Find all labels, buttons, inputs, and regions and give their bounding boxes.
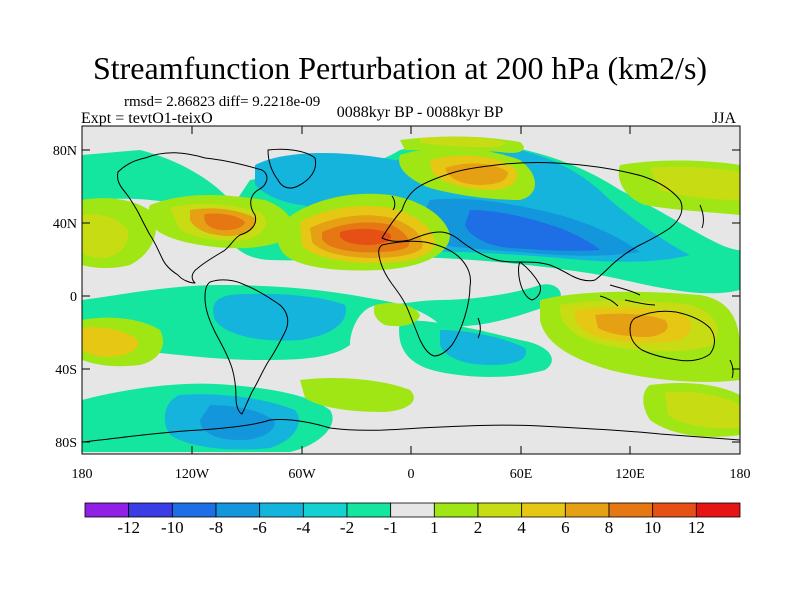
experiment-label: Expt = tevtO1-teixO — [81, 110, 213, 127]
colorbar-label-6: -1 — [384, 518, 398, 537]
arctic-positive-mid — [420, 137, 505, 148]
coast-north-america — [117, 152, 268, 284]
stats-label: rmsd= 2.86823 diff= 9.2218e-09 — [124, 94, 321, 110]
lon-label-120w: 120W — [175, 467, 210, 482]
lat-label-80s: 80S — [55, 436, 77, 451]
coast-uk — [391, 195, 396, 211]
colorbar-box-2 — [171, 502, 217, 518]
colorbar-box-12 — [608, 502, 654, 518]
colorbar-label-10: 6 — [561, 518, 570, 537]
coast-south-america — [204, 279, 289, 415]
west-african-positive — [373, 303, 420, 327]
lon-label-60w: 60W — [288, 467, 316, 482]
lon-label-180e: 180 — [730, 467, 751, 482]
colorbar-box-11 — [564, 502, 610, 518]
colorbar-label-5: -2 — [340, 518, 354, 537]
colorbar-label-0: -12 — [117, 518, 140, 537]
colorbar-label-12: 10 — [644, 518, 661, 537]
asia-negative-deep — [465, 210, 600, 251]
colorbar-box-10 — [521, 502, 566, 518]
colorbar-box-8 — [433, 502, 479, 518]
lat-labels: 80N 40N 0 40S 80S — [53, 144, 77, 451]
positive-anomalies — [82, 136, 740, 437]
europe-negative — [255, 153, 396, 207]
coast-eurasia — [381, 162, 683, 282]
na-positive-peak — [204, 213, 245, 231]
colorbar-label-3: -6 — [253, 518, 267, 537]
coast-australia — [629, 310, 715, 362]
coast-africa — [378, 240, 471, 357]
colorbar-label-4: -4 — [296, 518, 311, 537]
tropical-sa-negative-core — [213, 293, 346, 341]
colorbar-label-2: -8 — [209, 518, 223, 537]
colorbar-box-13 — [652, 502, 697, 518]
coast-india — [518, 261, 541, 301]
colorbar-label-8: 2 — [474, 518, 483, 537]
lon-label-120e: 120E — [615, 467, 645, 482]
contour-field — [82, 126, 740, 454]
lon-labels: 180 120W 60W 0 60E 120E 180 — [72, 467, 751, 482]
colorbar-label-1: -10 — [161, 518, 184, 537]
coast-greenland — [267, 148, 317, 189]
colorbar-labels: -12 -10 -8 -6 -4 -2 -1 1 2 4 6 8 10 12 — [117, 518, 704, 537]
colorbar-box-6 — [346, 502, 392, 518]
lon-label-60e: 60E — [510, 467, 533, 482]
colorbar-box-3 — [215, 502, 261, 518]
plot-title: Streamfunction Perturbation at 200 hPa (… — [92, 50, 708, 86]
north-pacific-east-positive-mid — [82, 214, 129, 258]
coast-madagascar — [477, 317, 481, 339]
colorbar-box-14 — [695, 502, 741, 518]
coast-indonesia — [599, 284, 656, 307]
coastlines — [82, 148, 740, 443]
colorbar-box-5 — [302, 502, 348, 518]
coast-japan — [699, 204, 704, 229]
atlantic-positive-peak — [340, 228, 392, 245]
siberia-positive-core — [445, 163, 508, 185]
south-atlantic-positive — [300, 378, 414, 412]
south-atlantic-negative-core — [440, 330, 526, 365]
colorbar-box-4 — [259, 502, 304, 518]
lat-label-40n: 40N — [53, 217, 77, 232]
coast-antarctica — [82, 419, 740, 443]
lon-axis — [81, 126, 741, 454]
colorbar-box-9 — [477, 502, 523, 518]
colorbar-label-13: 12 — [688, 518, 705, 537]
colorbar — [84, 502, 741, 518]
colorbar-box-0 — [84, 502, 130, 518]
southern-ocean-negative-mid — [200, 405, 275, 440]
lat-axis — [82, 149, 740, 443]
south-indian-positive-mid — [665, 391, 740, 429]
colorbar-label-11: 8 — [605, 518, 614, 537]
colorbar-box-7 — [390, 502, 435, 518]
colorbar-box-1 — [128, 502, 173, 518]
lat-label-0: 0 — [70, 290, 77, 305]
lon-label-180w: 180 — [72, 467, 93, 482]
season-label: JJA — [712, 110, 737, 127]
south-pacific-positive-mid — [82, 327, 139, 357]
indian-ocean-positive-core — [595, 313, 668, 337]
period-label: 0088kyr BP - 0088kyr BP — [336, 104, 504, 121]
colorbar-label-9: 4 — [517, 518, 526, 537]
lon-label-0: 0 — [408, 467, 415, 482]
lat-label-40s: 40S — [55, 363, 77, 378]
colorbar-label-7: 1 — [430, 518, 439, 537]
lat-label-80n: 80N — [53, 144, 77, 159]
